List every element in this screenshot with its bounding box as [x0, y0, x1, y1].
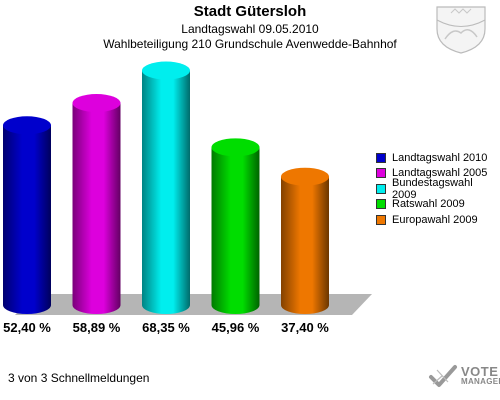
legend-label: Ratswahl 2009	[392, 198, 465, 211]
bar	[3, 116, 51, 314]
logo-line-2: MANAGER	[461, 377, 500, 386]
value-label: 45,96 %	[212, 320, 260, 335]
legend-swatch	[376, 152, 386, 163]
legend-item: Ratswahl 2009	[376, 197, 500, 213]
bar	[72, 94, 121, 315]
legend-label: Landtagswahl 2005	[392, 167, 488, 180]
bar-body	[281, 176, 329, 314]
bar-body	[3, 125, 51, 314]
chart-subtitle: Landtagswahl 09.05.2010	[181, 22, 319, 36]
bar-top	[72, 94, 121, 113]
legend-swatch	[376, 214, 386, 225]
legend-item: Landtagswahl 2010	[376, 150, 500, 166]
bar-body	[72, 103, 121, 315]
legend: Landtagswahl 2010 Landtagswahl 2005 Bundes…	[376, 150, 500, 228]
chart-subtitle-2: Wahlbeteiligung 210 Grundschule Avenwedd…	[103, 37, 397, 51]
bar-body	[211, 147, 260, 314]
coat-of-arms-icon	[436, 6, 486, 54]
bar-top	[211, 138, 260, 157]
bar-top	[281, 167, 329, 186]
legend-item: Bundestagswahl 2009	[376, 177, 500, 201]
chart-title: Stadt Gütersloh	[193, 3, 307, 20]
value-label: 68,35 %	[142, 320, 190, 335]
bar-body	[142, 70, 190, 314]
value-label: 37,40 %	[281, 320, 329, 335]
checkmark-icon	[429, 365, 457, 387]
bar	[281, 167, 329, 314]
legend-item: Europawahl 2009	[376, 212, 500, 228]
value-label: 52,40 %	[3, 320, 51, 335]
footer-status: 3 von 3 Schnellmeldungen	[8, 371, 150, 385]
logo-line-1: VOTE	[461, 364, 499, 379]
value-label: 58,89 %	[73, 320, 121, 335]
legend-label: Bundestagswahl 2009	[391, 176, 473, 201]
legend-label: Landtagswahl 2010	[392, 151, 488, 164]
bar	[211, 138, 260, 314]
legend-swatch	[376, 199, 386, 210]
vote-manager-logo: VOTE MANAGER	[428, 362, 500, 392]
bar-top	[142, 61, 190, 80]
legend-item: Landtagswahl 2005	[376, 166, 500, 182]
legend-label: Europawahl 2009	[392, 213, 478, 226]
bar-top	[3, 116, 51, 135]
legend-swatch	[376, 183, 386, 194]
bar	[142, 61, 190, 314]
legend-swatch	[376, 168, 386, 179]
